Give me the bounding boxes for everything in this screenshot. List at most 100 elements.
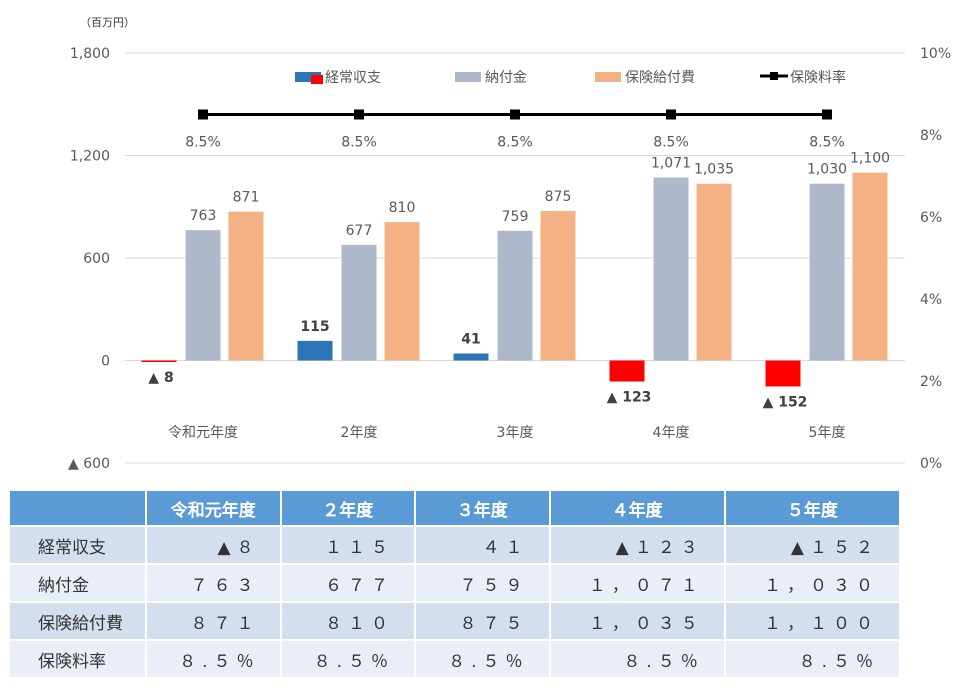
data-label: 1,100 [850,151,890,167]
table-cell: ▲１２３ [548,525,726,565]
table-cell: ▲８ [145,525,282,565]
data-label: 1,030 [807,162,847,178]
legend-label: 保険料率 [790,69,846,86]
left-tick-label: 1,200 [70,149,110,165]
line-label: 8.5% [809,135,845,151]
legend-swatch-negative-icon [311,75,323,84]
data-table: 令和元年度 ２年度 ３年度 ４年度 ５年度 経常収支 ▲８ １１５ ４１ ▲１２３ ▲１５… [8,489,902,679]
left-tick-label: 1,800 [70,46,110,62]
row-label: 保険料率 [8,639,147,679]
bar-経常収支 [609,360,645,382]
line-marker [354,109,364,120]
legend-swatch-icon [295,72,321,82]
bar-納付金 [653,177,689,361]
bar-保険給付費 [540,211,576,361]
table-cell: ８.５％ [723,639,902,679]
right-tick-label: 2% [920,374,942,390]
line-label: 8.5% [653,135,689,151]
table-cell: ８.５％ [548,639,726,679]
table-header-blank [8,489,147,527]
table-cell: １，１００ [723,601,902,641]
table-header: ３年度 [414,489,551,527]
line-label: 8.5% [185,135,221,151]
bar-経常収支 [141,360,177,362]
right-tick-label: 10% [920,46,951,62]
legend-label: 経常収支 [325,70,381,86]
table-cell: ６７７ [279,563,417,603]
table-header: 令和元年度 [145,489,282,527]
right-tick-label: 6% [920,210,942,226]
line-marker [822,109,832,120]
data-label: ▲ 152 [763,394,808,410]
table-cell: ８１０ [279,601,417,641]
table-header: ４年度 [548,489,726,527]
table-cell: １１５ [279,525,417,565]
table-row: 保険料率 ８.５％ ８.５％ ８.５％ ８.５％ ８.５％ [8,639,902,679]
right-tick-label: 4% [920,292,942,308]
data-label: 41 [461,331,480,347]
line-marker [510,109,520,120]
data-label: 115 [300,319,329,335]
category-label: 令和元年度 [168,425,238,441]
table-cell: １，０３０ [723,563,902,603]
table-row: 保険給付費 ８７１ ８１０ ８７５ １，０３５ １，１００ [8,601,902,641]
table-cell: ▲１５２ [723,525,902,565]
table-header: ５年度 [723,489,902,527]
bar-経常収支 [297,340,333,361]
legend-swatch-icon [595,72,621,82]
left-tick-label: ▲ 600 [68,456,110,472]
table-cell: ８.５％ [414,639,551,679]
line-marker [198,109,208,120]
table-header: ２年度 [279,489,417,527]
table-row: 納付金 ７６３ ６７７ ７５９ １，０７１ １，０３０ [8,563,902,603]
right-tick-label: 0% [920,456,942,472]
table-cell: １，０３５ [548,601,726,641]
unit-label: （百万円） [80,16,135,29]
left-tick-label: 600 [83,251,110,267]
bar-納付金 [341,244,377,361]
category-label: 3年度 [497,425,534,441]
line-label: 8.5% [497,135,533,151]
category-label: 4年度 [653,425,690,441]
category-label: 5年度 [809,425,846,441]
data-label: ▲ 8 [148,370,173,386]
table-row: 経常収支 ▲８ １１５ ４１ ▲１２３ ▲１５２ [8,525,902,565]
data-label: 1,071 [651,156,691,172]
line-marker [666,109,676,120]
data-label: 677 [346,223,373,239]
table-cell: ８.５％ [279,639,417,679]
legend-label: 納付金 [485,70,527,86]
data-label: 763 [190,208,217,224]
category-label: 2年度 [341,425,378,441]
bar-経常収支 [453,353,489,361]
chart: （百万円） ▲ 600 0 600 1,200 1,800 0% 2% 4% 6% 8% 10% 令和元… [68,16,951,472]
table-cell: １，０７１ [548,563,726,603]
right-tick-label: 8% [920,128,942,144]
bar-保険給付費 [384,222,420,361]
table-cell: ８.５％ [145,639,282,679]
data-label: 871 [233,190,260,206]
row-label: 納付金 [8,563,147,603]
bar-納付金 [185,230,221,361]
bar-経常収支 [765,360,801,387]
table-cell: ４１ [414,525,551,565]
legend-marker-icon [770,72,778,80]
bar-納付金 [809,183,845,361]
legend-label: 保険給付費 [625,70,695,86]
data-label: 810 [389,200,416,216]
table-cell: ８７５ [414,601,551,641]
bar-保険給付費 [852,172,888,361]
left-tick-label: 0 [101,354,110,370]
bar-納付金 [497,230,533,361]
table-cell: ８７１ [145,601,282,641]
data-label: 759 [502,209,529,225]
row-label: 保険給付費 [8,601,147,641]
table-cell: ７６３ [145,563,282,603]
row-label: 経常収支 [8,525,147,565]
data-label: 875 [545,189,572,205]
data-label: 1,035 [694,162,734,178]
table-cell: ７５９ [414,563,551,603]
data-label: ▲ 123 [607,390,652,406]
bar-保険給付費 [228,211,264,361]
line-label: 8.5% [341,135,377,151]
